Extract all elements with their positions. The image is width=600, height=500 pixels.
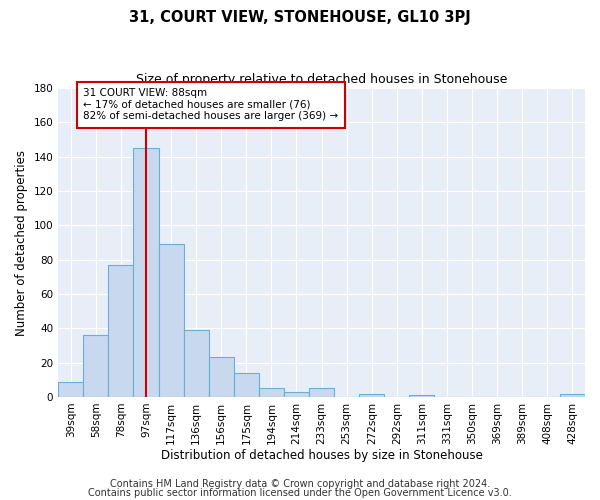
Bar (109, 265, 133, 397)
Text: Contains HM Land Registry data © Crown copyright and database right 2024.: Contains HM Land Registry data © Crown c… (110, 479, 490, 489)
X-axis label: Distribution of detached houses by size in Stonehouse: Distribution of detached houses by size … (161, 450, 482, 462)
Text: 31 COURT VIEW: 88sqm
← 17% of detached houses are smaller (76)
82% of semi-detac: 31 COURT VIEW: 88sqm ← 17% of detached h… (83, 88, 338, 122)
Bar (409, 395, 434, 397)
Bar (560, 394, 585, 397)
Bar (184, 330, 209, 397)
Bar (359, 394, 385, 397)
Bar (234, 373, 259, 397)
Bar (158, 244, 184, 397)
Bar (284, 392, 309, 397)
Text: 31, COURT VIEW, STONEHOUSE, GL10 3PJ: 31, COURT VIEW, STONEHOUSE, GL10 3PJ (129, 10, 471, 25)
Bar (309, 388, 334, 397)
Y-axis label: Number of detached properties: Number of detached properties (15, 150, 28, 336)
Bar (58, 382, 83, 397)
Text: Contains public sector information licensed under the Open Government Licence v3: Contains public sector information licen… (88, 488, 512, 498)
Bar (259, 388, 284, 397)
Title: Size of property relative to detached houses in Stonehouse: Size of property relative to detached ho… (136, 72, 507, 86)
Bar (83, 335, 109, 397)
Bar (133, 148, 158, 397)
Bar (209, 358, 234, 397)
